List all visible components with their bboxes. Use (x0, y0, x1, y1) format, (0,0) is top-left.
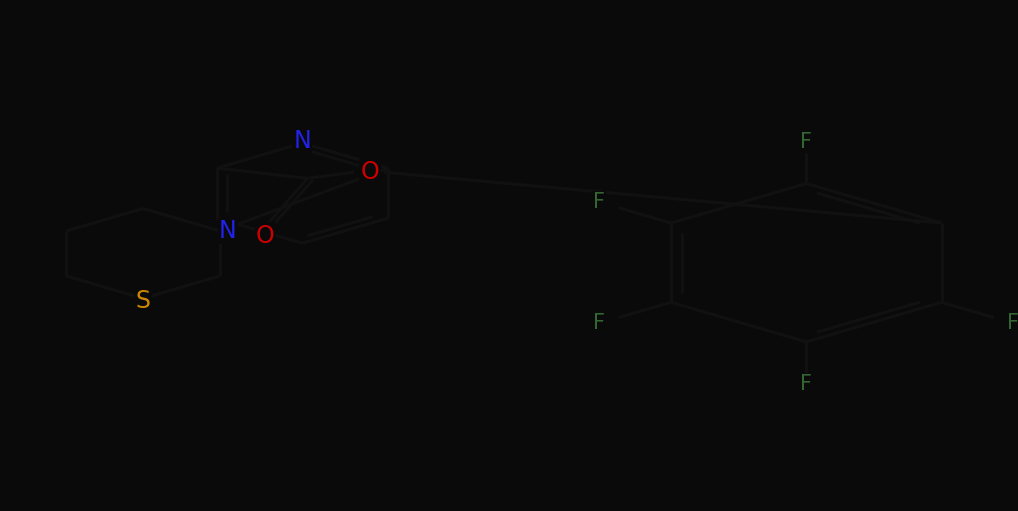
Text: N: N (293, 129, 312, 152)
Text: F: F (800, 374, 812, 394)
Text: N: N (219, 219, 237, 243)
Text: F: F (1007, 313, 1018, 333)
Text: F: F (593, 313, 606, 333)
Text: O: O (360, 160, 380, 184)
Text: F: F (800, 131, 812, 152)
Text: O: O (256, 224, 275, 247)
Text: S: S (135, 289, 151, 313)
Text: F: F (593, 192, 606, 212)
